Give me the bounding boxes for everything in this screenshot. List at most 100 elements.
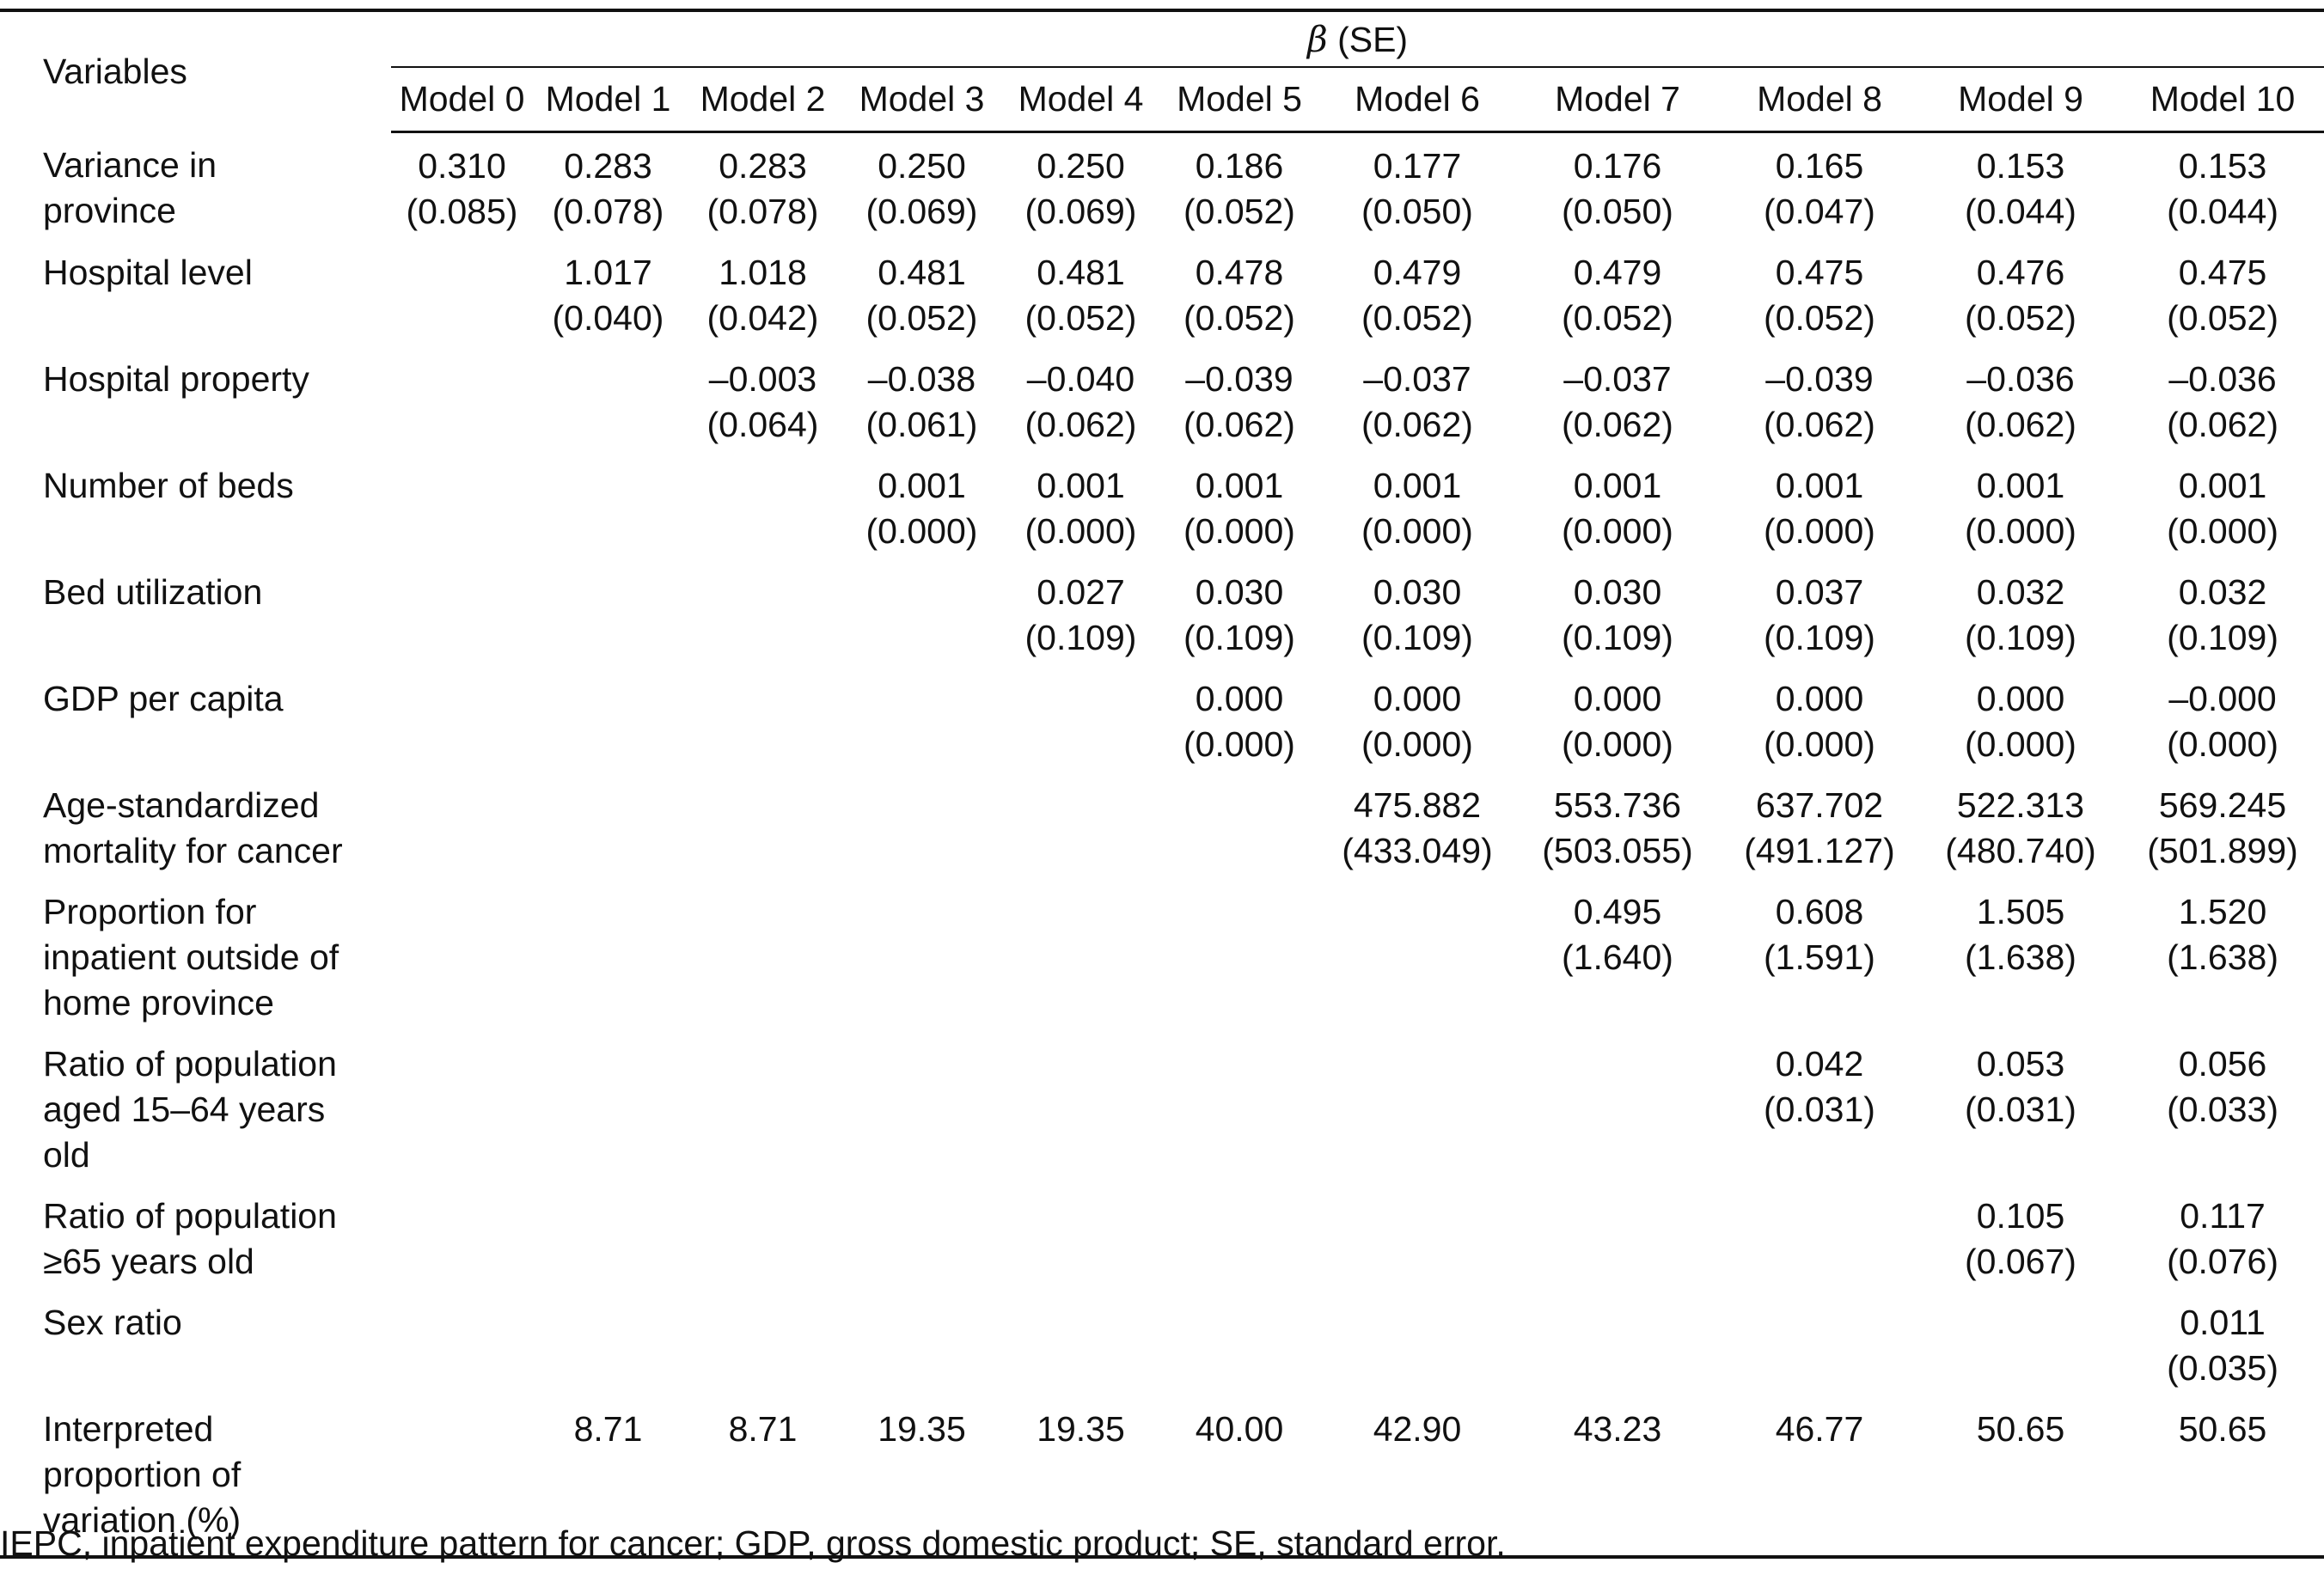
coefficient-cell xyxy=(391,671,533,778)
coefficient-cell: 0.001 (0.000) xyxy=(1920,458,2121,565)
model-header: Model 1 xyxy=(533,67,683,133)
coefficient-estimate: 0.001 xyxy=(1037,466,1125,505)
variable-label-line: Number of beds xyxy=(43,466,294,505)
variable-label-line: Proportion for xyxy=(43,892,257,931)
standard-error: (0.000) xyxy=(1764,724,1875,764)
variable-label: GDP per capita xyxy=(0,671,391,778)
coefficient-cell xyxy=(683,565,842,671)
standard-error: (1.638) xyxy=(2167,937,2278,977)
coefficient-estimate: 0.037 xyxy=(1775,572,1864,612)
coefficient-estimate: 0.165 xyxy=(1775,146,1864,186)
coefficient-estimate: 0.117 xyxy=(2180,1196,2266,1236)
coefficient-cell xyxy=(842,778,1001,884)
coefficient-cell: 0.479 (0.052) xyxy=(1516,245,1719,351)
coefficient-cell xyxy=(1516,1295,1719,1401)
coefficient-cell xyxy=(683,671,842,778)
coefficient-cell: 0.479 (0.052) xyxy=(1318,245,1516,351)
standard-error: (0.109) xyxy=(1764,618,1875,657)
coefficient-estimate: –0.003 xyxy=(708,359,817,399)
coefficient-estimate: 0.001 xyxy=(1195,466,1284,505)
coefficient-cell: –0.039 (0.062) xyxy=(1719,351,1920,458)
coefficient-cell xyxy=(1920,1295,2121,1401)
model-header: Model 10 xyxy=(2121,67,2324,133)
model-header: Model 2 xyxy=(683,67,842,133)
coefficient-cell: 553.736 (503.055) xyxy=(1516,778,1719,884)
coefficient-cell xyxy=(683,458,842,565)
model-header: Model 5 xyxy=(1160,67,1318,133)
coefficient-cell: 40.00 xyxy=(1160,1401,1318,1559)
standard-error: (0.052) xyxy=(1361,298,1473,338)
variable-label-line: Age-standardized xyxy=(43,785,320,825)
coefficient-cell xyxy=(842,565,1001,671)
coefficient-cell: 0.176 (0.050) xyxy=(1516,132,1719,246)
table-row: Variance in province 0.310 (0.085) 0.283 (0.0… xyxy=(0,132,2324,246)
coefficient-cell: 50.65 xyxy=(1920,1401,2121,1559)
standard-error: (0.000) xyxy=(1965,724,2076,764)
coefficient-cell: –0.038 (0.061) xyxy=(842,351,1001,458)
coefficient-cell xyxy=(391,1401,533,1559)
standard-error: (0.062) xyxy=(1024,405,1137,444)
coefficient-cell: 42.90 xyxy=(1318,1401,1516,1559)
variable-label: Ratio of population ≥65 years old xyxy=(0,1188,391,1295)
standard-error: (0.052) xyxy=(1183,298,1295,338)
coefficient-cell xyxy=(1001,1188,1160,1295)
coefficient-estimate: –0.039 xyxy=(1185,359,1293,399)
coefficient-cell: 0.001 (0.000) xyxy=(1719,458,1920,565)
coefficient-cell xyxy=(1719,1295,1920,1401)
coefficient-cell: –0.037 (0.062) xyxy=(1516,351,1719,458)
coefficient-cell: 0.250 (0.069) xyxy=(1001,132,1160,246)
coefficient-cell xyxy=(533,884,683,1036)
standard-error: (0.050) xyxy=(1361,192,1473,231)
coefficient-estimate: 522.313 xyxy=(1956,785,2085,825)
model-header: Model 4 xyxy=(1001,67,1160,133)
coefficient-cell xyxy=(533,351,683,458)
variable-label-line: proportion of xyxy=(43,1455,242,1494)
coefficient-estimate: 1.017 xyxy=(564,253,652,292)
standard-error: (0.042) xyxy=(706,298,819,338)
coefficient-estimate: 0.030 xyxy=(1573,572,1662,612)
standard-error: (1.640) xyxy=(1562,937,1673,977)
coefficient-estimate: 0.153 xyxy=(2178,146,2267,186)
coefficient-cell: 0.001 (0.000) xyxy=(842,458,1001,565)
coefficient-cell xyxy=(1318,884,1516,1036)
table-row: Interpreted proportion of variation (%) 8.7… xyxy=(0,1401,2324,1559)
coefficient-cell: 0.001 (0.000) xyxy=(2121,458,2324,565)
coefficient-cell: 0.283 (0.078) xyxy=(533,132,683,246)
coefficient-cell xyxy=(1001,884,1160,1036)
coefficient-cell xyxy=(1516,1188,1719,1295)
coefficient-cell xyxy=(1160,1036,1318,1188)
coefficient-estimate: 1.520 xyxy=(2178,892,2267,931)
standard-error: (0.078) xyxy=(552,192,664,231)
standard-error: (0.000) xyxy=(1183,724,1295,764)
coefficient-cell xyxy=(1001,1036,1160,1188)
coefficient-estimate: 0.250 xyxy=(878,146,966,186)
coefficient-estimate: 50.65 xyxy=(1976,1409,2065,1449)
standard-error: (0.064) xyxy=(706,405,819,444)
coefficient-cell xyxy=(1001,671,1160,778)
standard-error: (0.062) xyxy=(2167,405,2278,444)
standard-error: (0.000) xyxy=(1024,511,1137,551)
coefficient-cell: 0.030 (0.109) xyxy=(1516,565,1719,671)
coefficient-estimate: 0.030 xyxy=(1373,572,1462,612)
standard-error: (0.052) xyxy=(1024,298,1137,338)
coefficient-cell: 43.23 xyxy=(1516,1401,1719,1559)
table-row: Sex ratio 0.011 (0.035) xyxy=(0,1295,2324,1401)
standard-error: (0.069) xyxy=(865,192,978,231)
coefficient-cell xyxy=(1318,1188,1516,1295)
coefficient-estimate: 0.105 xyxy=(1976,1196,2065,1236)
variable-label-line: Ratio of population xyxy=(43,1196,337,1236)
standard-error: (501.899) xyxy=(2147,831,2298,870)
table-body: Variance in province 0.310 (0.085) 0.283 (0.0… xyxy=(0,132,2324,1559)
variable-label-line: province xyxy=(43,190,176,230)
standard-error: (0.109) xyxy=(1183,618,1295,657)
standard-error: (0.062) xyxy=(1562,405,1673,444)
coefficient-estimate: 1.018 xyxy=(719,253,807,292)
standard-error: (0.000) xyxy=(1361,724,1473,764)
coefficient-estimate: 0.481 xyxy=(1037,253,1125,292)
coefficient-estimate: 475.882 xyxy=(1353,785,1482,825)
coefficient-cell: 50.65 xyxy=(2121,1401,2324,1559)
table-row: Bed utilization 0.027 (0.109) 0.030 (0.109) 0… xyxy=(0,565,2324,671)
coefficient-estimate: 0.000 xyxy=(1373,679,1462,718)
coefficient-cell xyxy=(391,1188,533,1295)
